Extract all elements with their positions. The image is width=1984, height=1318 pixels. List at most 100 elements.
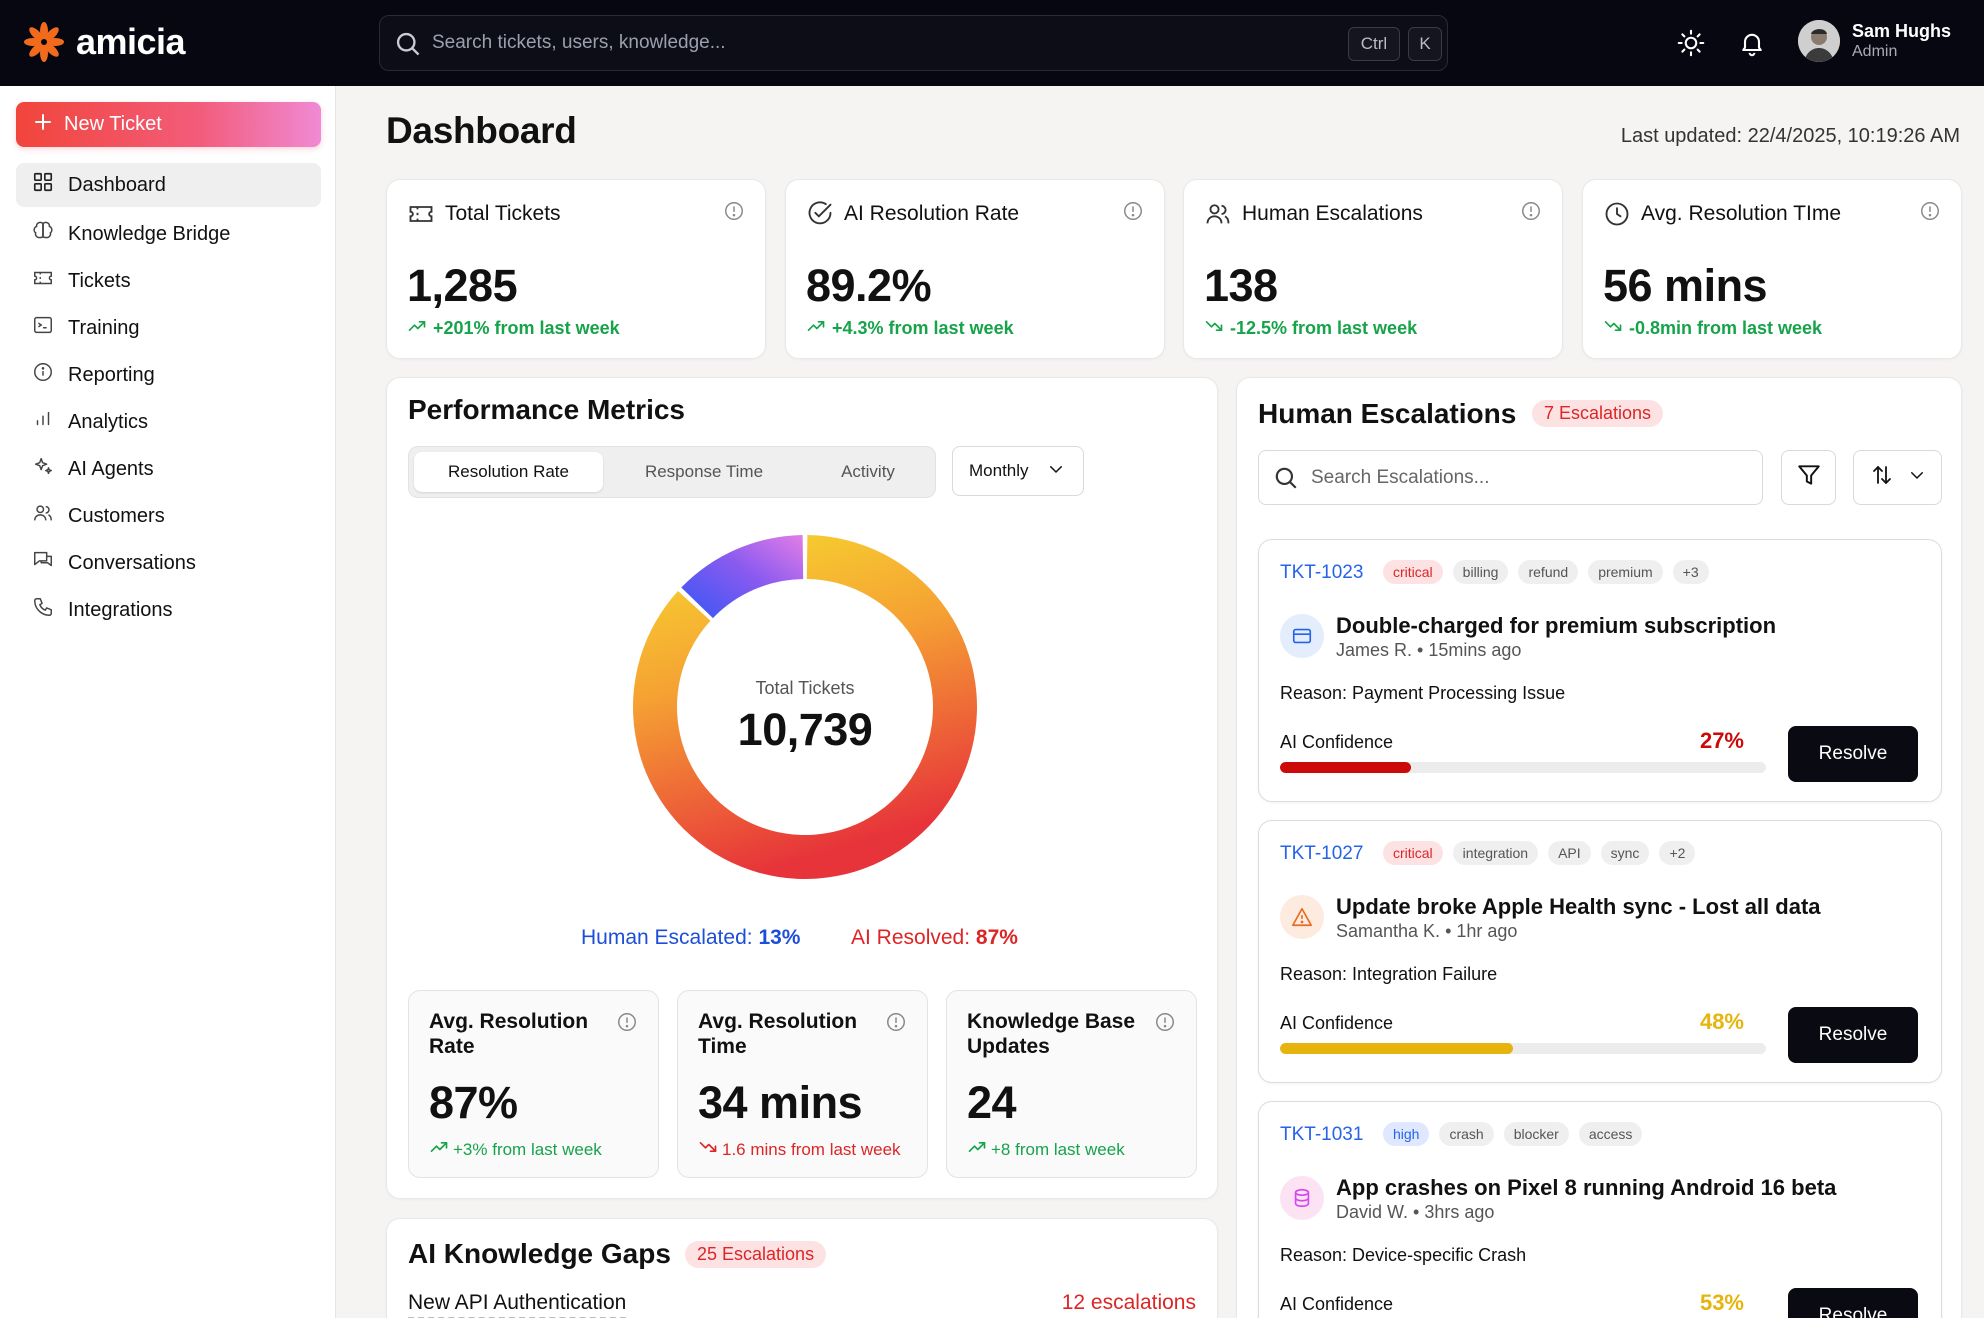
tab-response-time[interactable]: Response Time <box>644 462 764 481</box>
ticket-icon <box>32 267 54 295</box>
metric-delta-text: 1.6 mins from last week <box>722 1139 901 1159</box>
tag: integration <box>1452 841 1539 865</box>
sidebar-item-dashboard[interactable]: Dashboard <box>16 163 321 207</box>
info-icon[interactable] <box>885 1011 907 1038</box>
stat-title: Total Tickets <box>445 202 561 225</box>
sidebar-item-conversations[interactable]: Conversations <box>16 541 321 585</box>
ai-confidence-bar <box>1280 762 1766 773</box>
period-select[interactable]: Monthly <box>952 446 1084 496</box>
user-name: Sam Hughs <box>1852 21 1952 41</box>
legend-value: 13% <box>758 926 801 949</box>
sidebar-item-training[interactable]: Training <box>16 306 321 350</box>
filter-button[interactable] <box>1781 450 1836 505</box>
escalations-search-input[interactable] <box>1311 466 1741 489</box>
ticket-reason: Reason: Payment Processing Issue <box>1280 683 1566 703</box>
escalation-ticket[interactable]: TKT-1031 high crash blocker access App c… <box>1258 1101 1942 1318</box>
ticket-title: Double-charged for premium subscription <box>1336 613 1777 638</box>
metric-card-avg-resolution-time: Avg. Resolution Time 34 mins 1.6 mins fr… <box>677 990 928 1178</box>
knowledge-gaps-title: AI Knowledge Gaps <box>408 1238 671 1269</box>
theme-toggle-sun-icon[interactable] <box>1674 26 1708 60</box>
sidebar-item-integrations[interactable]: Integrations <box>16 588 321 632</box>
tag: high <box>1383 1122 1430 1146</box>
sidebar-item-analytics[interactable]: Analytics <box>16 400 321 444</box>
info-icon[interactable] <box>616 1011 638 1038</box>
user-menu[interactable]: Sam Hughs Admin <box>1798 20 1951 62</box>
resolve-button[interactable]: Resolve <box>1788 726 1918 782</box>
metric-delta-text: +8 from last week <box>991 1139 1125 1159</box>
ticket-icon <box>407 200 435 233</box>
sidebar-item-label: Conversations <box>68 551 196 574</box>
tag: premium <box>1588 560 1663 584</box>
trend-up-icon <box>429 1137 449 1162</box>
ticket-id[interactable]: TKT-1031 <box>1280 1124 1364 1145</box>
escalation-ticket[interactable]: TKT-1027 critical integration API sync +… <box>1258 820 1942 1083</box>
legend-label: AI Resolved: <box>851 926 971 949</box>
ai-confidence-label: AI Confidence <box>1280 1294 1394 1314</box>
stat-delta: -0.8min from last week <box>1603 316 1822 341</box>
escalations-search[interactable] <box>1258 450 1763 505</box>
global-search-input[interactable] <box>432 32 1292 54</box>
ticket-tags: critical integration API sync +2 <box>1383 841 1696 865</box>
metric-delta: +3% from last week <box>429 1137 602 1162</box>
users-icon <box>32 502 54 530</box>
sort-button[interactable] <box>1853 450 1942 505</box>
sidebar-item-label: Knowledge Bridge <box>68 222 231 245</box>
chevron-down-icon <box>1047 460 1065 483</box>
escalations-badge: 7 Escalations <box>1532 400 1664 427</box>
trend-up-icon <box>967 1137 987 1162</box>
stat-title: Human Escalations <box>1242 202 1423 225</box>
sidebar-item-label: Training <box>68 316 140 339</box>
trend-down-icon <box>698 1137 718 1162</box>
info-icon[interactable] <box>1919 200 1941 227</box>
stat-delta: +201% from last week <box>407 316 620 341</box>
ticket-id[interactable]: TKT-1027 <box>1280 843 1364 864</box>
new-ticket-button[interactable]: New Ticket <box>16 102 321 147</box>
stat-delta-text: +201% from last week <box>433 318 620 338</box>
tag: critical <box>1383 841 1443 865</box>
info-icon[interactable] <box>1520 200 1542 227</box>
sidebar-item-reporting[interactable]: Reporting <box>16 353 321 397</box>
legend-human-escalated: Human Escalated: 13% <box>581 926 800 950</box>
sidebar-item-tickets[interactable]: Tickets <box>16 259 321 303</box>
check-circle-icon <box>806 200 834 233</box>
tab-activity[interactable]: Activity <box>841 462 895 481</box>
ai-confidence-value: 53% <box>1699 1290 1744 1315</box>
knowledge-gap-title[interactable]: New API Authentication <box>408 1291 627 1318</box>
ticket-reason: Reason: Device-specific Crash <box>1280 1245 1527 1265</box>
sidebar-item-ai-agents[interactable]: AI Agents <box>16 447 321 491</box>
info-icon[interactable] <box>723 200 745 227</box>
notifications-bell-icon[interactable] <box>1735 26 1769 60</box>
bar-chart-icon <box>32 408 54 436</box>
sidebar-item-knowledge-bridge[interactable]: Knowledge Bridge <box>16 212 321 256</box>
trend-down-icon <box>1204 316 1224 341</box>
donut-center-value: 10,739 <box>737 704 873 755</box>
tag: crash <box>1439 1122 1494 1146</box>
sidebar-item-customers[interactable]: Customers <box>16 494 321 538</box>
brand[interactable]: amicia <box>22 20 186 64</box>
tag-overflow[interactable]: +3 <box>1672 560 1709 584</box>
ticket-id[interactable]: TKT-1023 <box>1280 562 1364 583</box>
info-icon[interactable] <box>1154 1011 1176 1038</box>
tag-overflow[interactable]: +2 <box>1659 841 1696 865</box>
knowledge-gaps-badge: 25 Escalations <box>685 1241 827 1268</box>
resolve-button[interactable]: Resolve <box>1788 1007 1918 1063</box>
ai-confidence-fill <box>1280 1043 1514 1054</box>
tab-resolution-rate[interactable]: Resolution Rate <box>414 452 603 492</box>
tag: sync <box>1600 841 1650 865</box>
info-icon[interactable] <box>1122 200 1144 227</box>
donut-slice-human-escalated[interactable] <box>681 535 804 619</box>
tag: blocker <box>1503 1122 1569 1146</box>
global-search[interactable]: Ctrl K <box>379 15 1448 71</box>
avatar <box>1798 20 1840 62</box>
legend-value: 87% <box>975 926 1018 949</box>
metric-title: Avg. Resolution Rate <box>429 1010 589 1058</box>
metric-value: 24 <box>967 1077 1017 1128</box>
terminal-icon <box>32 314 54 342</box>
tag: API <box>1548 841 1591 865</box>
ticket-tags: critical billing refund premium +3 <box>1383 560 1709 584</box>
credit-card-icon <box>1280 614 1324 658</box>
search-icon <box>1273 465 1299 496</box>
resolve-button[interactable]: Resolve <box>1788 1288 1918 1318</box>
ticket-title: App crashes on Pixel 8 running Android 1… <box>1336 1175 1837 1200</box>
escalation-ticket[interactable]: TKT-1023 critical billing refund premium… <box>1258 539 1942 802</box>
